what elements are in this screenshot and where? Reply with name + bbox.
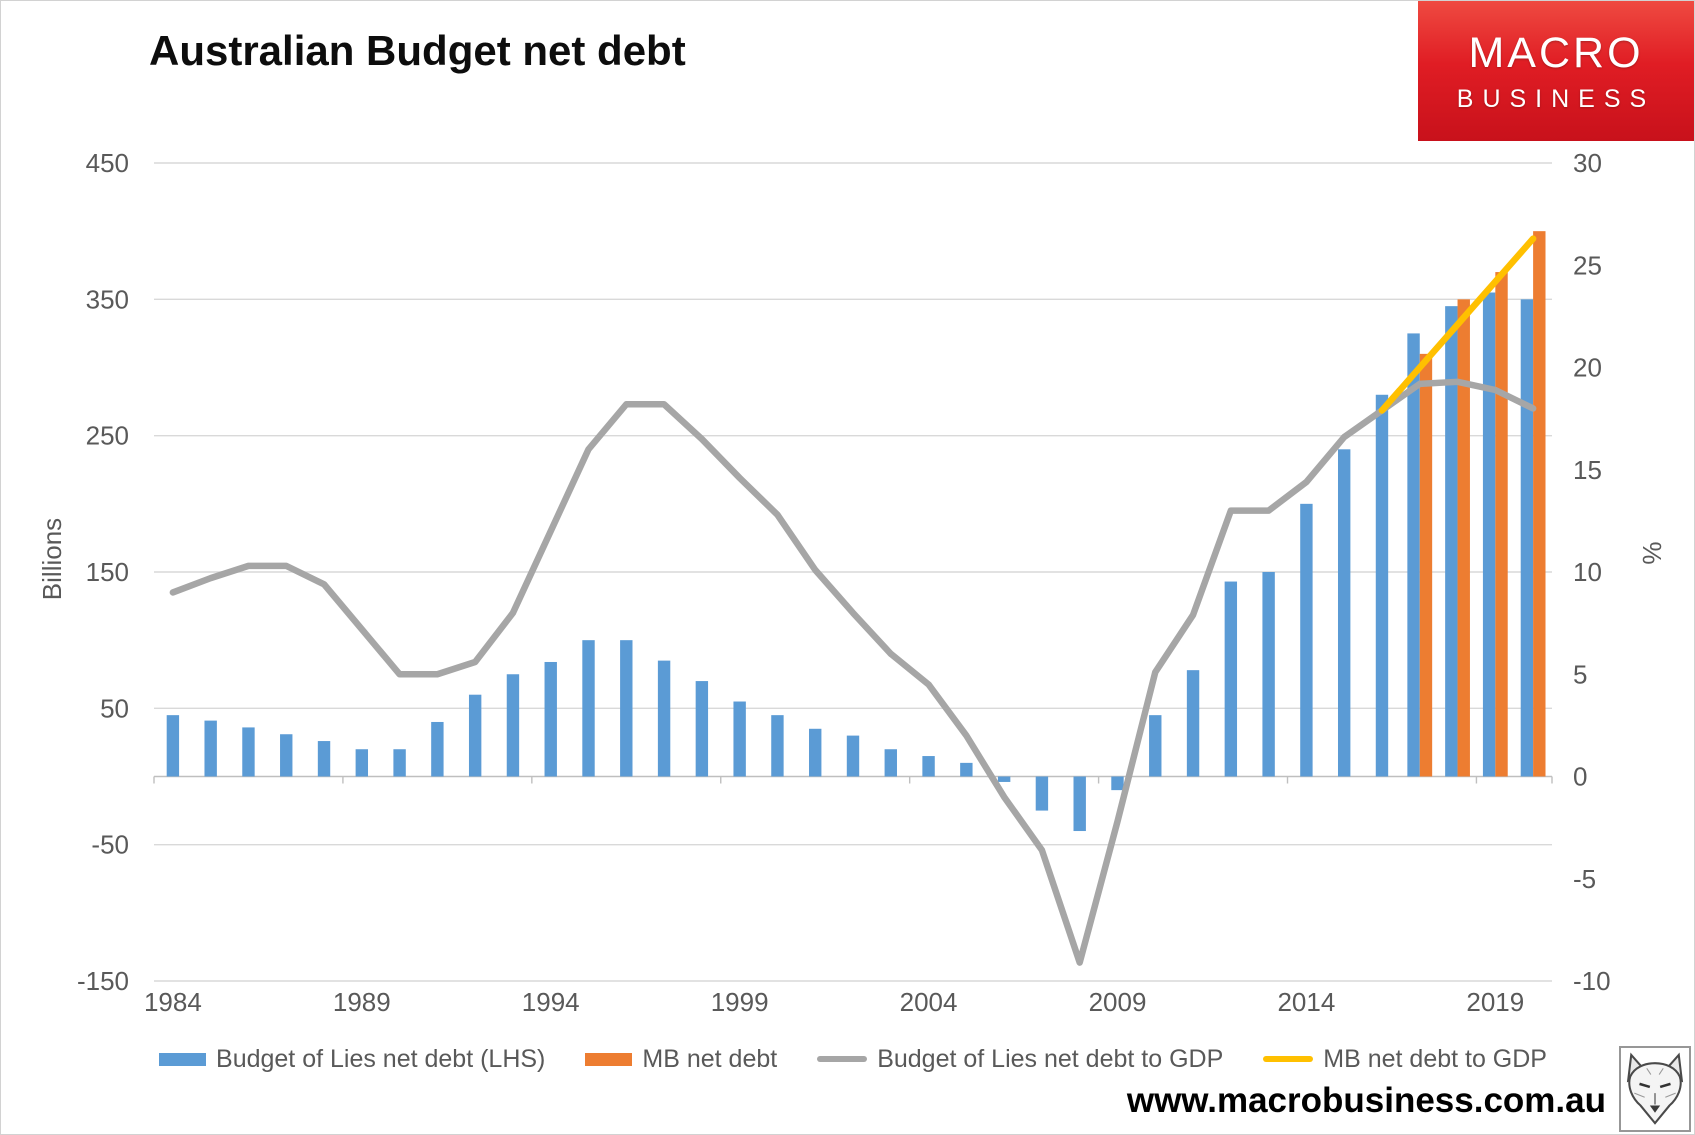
bar-mb-2019 <box>1495 272 1508 777</box>
bar-budget-1984 <box>166 715 180 777</box>
bar-budget-2007 <box>1035 776 1049 811</box>
website-url: www.macrobusiness.com.au <box>1126 1081 1606 1120</box>
left-axis-tick--50: -50 <box>91 830 129 860</box>
bar-budget-1992 <box>468 694 482 777</box>
bar-budget-1995 <box>582 640 595 777</box>
bar-budget-2002 <box>846 735 860 777</box>
bar-budget-2015 <box>1337 449 1351 777</box>
legend-item: Budget of Lies net debt (LHS) <box>159 1045 545 1074</box>
bar-budget-2011 <box>1186 670 1200 777</box>
bar-budget-1989 <box>355 749 369 777</box>
fox-logo-frame <box>1619 1046 1691 1132</box>
legend-swatch-bar <box>585 1052 633 1066</box>
logo-line-macro: MACRO <box>1468 28 1644 77</box>
bar-budget-2020 <box>1520 299 1534 777</box>
left-axis-title: Billions <box>37 518 67 600</box>
line-mb-net-debt-to-gdp <box>1378 235 1537 414</box>
x-axis-label-1989: 1989 <box>333 987 391 1017</box>
bar-budget-2010 <box>1149 715 1162 777</box>
fox-icon <box>1626 1052 1684 1125</box>
bar-mb-2018 <box>1457 299 1470 777</box>
bar-budget-2003 <box>884 749 897 777</box>
left-axis-tick-50: 50 <box>100 693 129 723</box>
x-axis-label-2009: 2009 <box>1089 987 1147 1017</box>
bar-budget-2000 <box>771 715 784 777</box>
bar-budget-1993 <box>506 674 520 777</box>
bar-budget-2019 <box>1482 292 1496 777</box>
bar-budget-1996 <box>620 640 633 777</box>
left-axis-tick-450: 450 <box>86 148 129 178</box>
bar-budget-1990 <box>393 749 406 777</box>
page-title: Australian Budget net debt <box>149 27 686 74</box>
macrobusiness-logo: MACRO BUSINESS <box>1418 1 1694 141</box>
bar-mb-2020 <box>1533 231 1546 777</box>
x-axis-label-1984: 1984 <box>144 987 202 1017</box>
legend-label: MB net debt <box>642 1044 778 1073</box>
bar-budget-2018 <box>1445 306 1458 777</box>
right-axis-tick-0: 0 <box>1573 762 1587 792</box>
left-axis-tick--150: -150 <box>77 966 129 996</box>
bar-budget-2004 <box>922 756 935 777</box>
x-axis-label-1999: 1999 <box>711 987 769 1017</box>
left-axis-tick-350: 350 <box>86 284 129 314</box>
bar-budget-1997 <box>657 660 671 777</box>
bar-budget-1999 <box>733 701 746 777</box>
bar-budget-2006 <box>997 776 1011 782</box>
bar-budget-2013 <box>1262 572 1275 777</box>
bar-budget-2016 <box>1375 394 1389 777</box>
right-axis-tick--5: -5 <box>1573 864 1596 894</box>
bar-budget-1994 <box>544 661 557 777</box>
x-axis-label-2004: 2004 <box>900 987 958 1017</box>
bar-budget-1991 <box>431 721 444 777</box>
bar-budget-2017 <box>1407 333 1420 777</box>
right-axis-tick-5: 5 <box>1573 659 1587 689</box>
bar-budget-2005 <box>960 762 973 777</box>
x-axis-label-2019: 2019 <box>1466 987 1524 1017</box>
bar-budget-1988 <box>317 741 331 777</box>
legend-swatch-line <box>1263 1056 1314 1062</box>
bar-budget-1986 <box>242 727 255 777</box>
bar-budget-2008 <box>1073 776 1086 832</box>
legend-item: MB net debt <box>585 1045 777 1074</box>
left-axis-tick-150: 150 <box>86 557 129 587</box>
right-axis-tick-30: 30 <box>1573 148 1602 178</box>
bar-budget-1985 <box>204 720 217 777</box>
legend-item: MB net debt to GDP <box>1263 1045 1547 1074</box>
left-axis-tick-250: 250 <box>86 421 129 451</box>
x-axis-label-2014: 2014 <box>1277 987 1335 1017</box>
bar-budget-2012 <box>1224 581 1238 777</box>
bar-budget-2009 <box>1111 776 1124 791</box>
right-axis-tick-20: 20 <box>1573 353 1602 383</box>
bar-budget-1998 <box>695 681 709 777</box>
legend-label: MB net debt to GDP <box>1323 1044 1547 1073</box>
right-axis-tick--10: -10 <box>1573 966 1611 996</box>
legend-swatch-bar <box>159 1052 207 1066</box>
legend-swatch-line <box>817 1056 868 1062</box>
legend-item: Budget of Lies net debt to GDP <box>817 1045 1223 1074</box>
right-axis-tick-25: 25 <box>1573 250 1602 280</box>
x-axis-label-1994: 1994 <box>522 987 580 1017</box>
bar-mb-2017 <box>1419 353 1433 777</box>
bar-budget-1987 <box>280 734 293 777</box>
bar-budget-2001 <box>809 728 822 777</box>
right-axis-title: % <box>1637 541 1667 564</box>
right-axis-tick-10: 10 <box>1573 557 1602 587</box>
line-budget-net-debt-to-gdp <box>169 378 1537 966</box>
chart-legend: Budget of Lies net debt (LHS) MB net debt… <box>154 1039 1552 1079</box>
bar-budget-2014 <box>1300 503 1313 777</box>
legend-label: Budget of Lies net debt to GDP <box>877 1044 1224 1073</box>
legend-label: Budget of Lies net debt (LHS) <box>216 1044 546 1073</box>
right-axis-tick-15: 15 <box>1573 455 1602 485</box>
logo-line-business: BUSINESS <box>1456 84 1656 113</box>
